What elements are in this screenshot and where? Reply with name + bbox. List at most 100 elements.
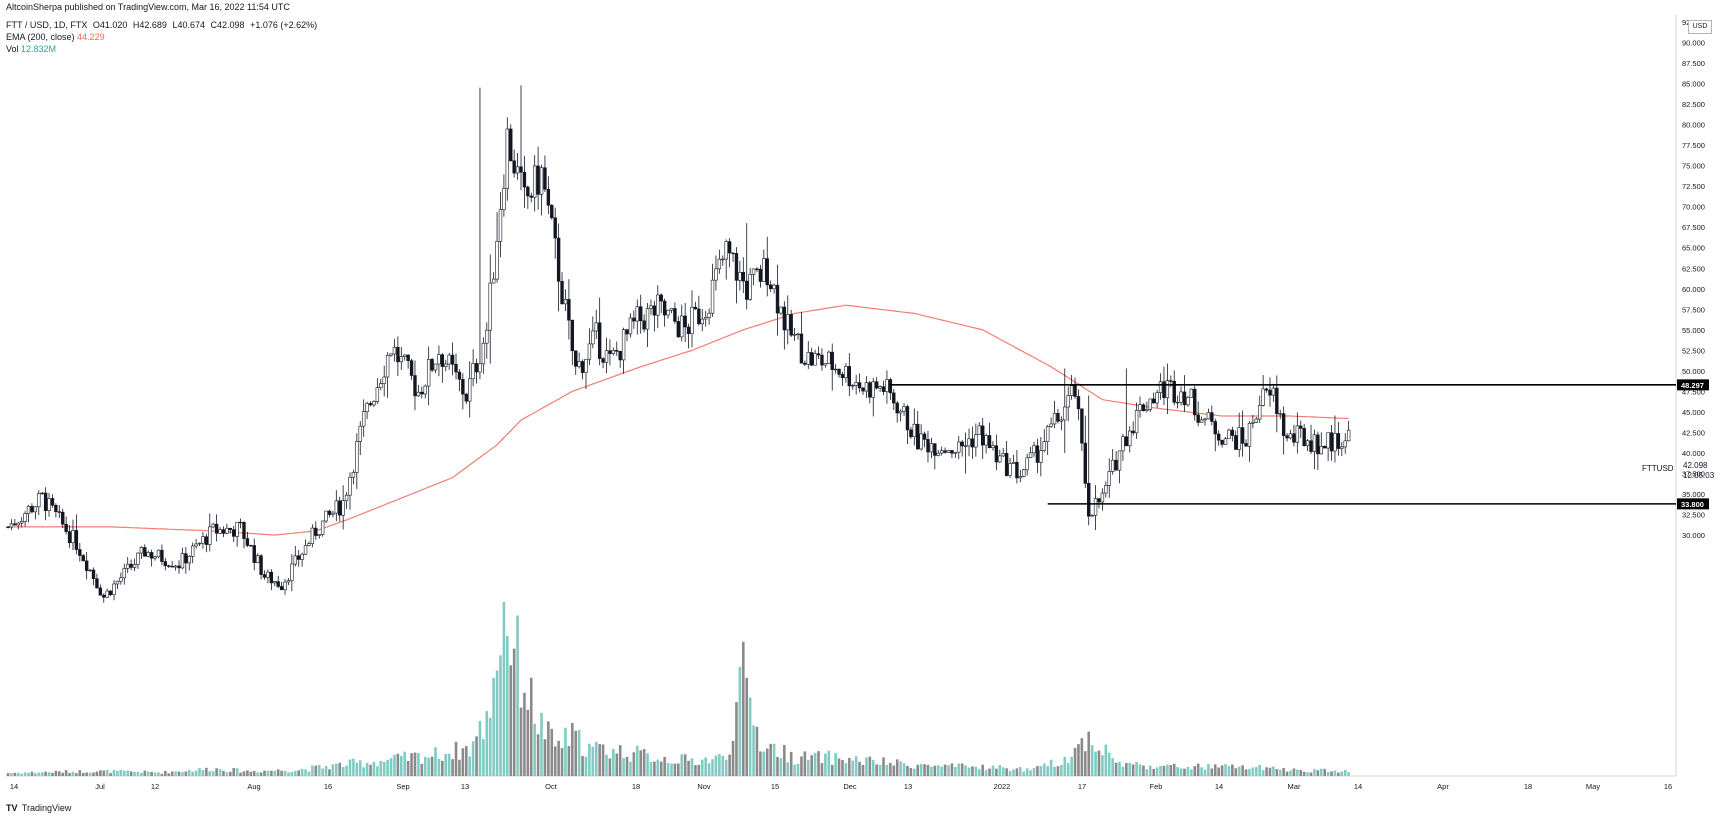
volume-bar — [800, 756, 803, 776]
candle-body — [1210, 412, 1214, 422]
candle-body — [1206, 412, 1211, 420]
volume-legend[interactable]: Vol 12.832M — [6, 44, 56, 54]
volume-bar — [748, 697, 752, 776]
ema-legend[interactable]: EMA (200, close) 44.229 — [6, 32, 105, 42]
volume-bar — [1169, 764, 1173, 776]
volume-bar — [529, 677, 533, 776]
candle-body — [560, 281, 564, 305]
candle-body — [122, 568, 126, 579]
candle-body — [580, 361, 585, 373]
candle-body — [180, 553, 185, 569]
volume-bar — [984, 770, 988, 776]
volume-bar — [136, 772, 140, 776]
candle-body — [1107, 471, 1111, 486]
volume-bar — [714, 755, 718, 776]
volume-bar — [502, 602, 506, 776]
candle-body — [1333, 433, 1337, 452]
candle-body — [1271, 387, 1276, 396]
volume-bar — [1278, 769, 1282, 776]
candle-body — [645, 308, 650, 330]
candle-body — [707, 312, 711, 318]
candle-body — [1032, 445, 1036, 454]
candle-body — [361, 411, 366, 427]
tradingview-logo[interactable]: ⁠TV TradingView — [6, 803, 71, 813]
volume-bar — [1077, 744, 1080, 776]
x-tick-label: 18 — [632, 782, 640, 791]
y-tick-label: 55.000 — [1682, 326, 1705, 335]
volume-bar — [594, 741, 598, 776]
candle-body — [478, 363, 482, 373]
candle-body — [1056, 412, 1060, 422]
y-tick-label: 85.000 — [1682, 80, 1705, 89]
candle-body — [1117, 450, 1122, 471]
volume-bar — [37, 772, 41, 776]
candle-body — [577, 361, 581, 367]
volume-bar — [328, 769, 331, 776]
currency-badge[interactable]: USD — [1688, 20, 1712, 34]
candle-body — [1069, 385, 1074, 396]
candle-body — [543, 167, 547, 190]
x-tick-label: Aug — [247, 782, 260, 791]
y-tick-label: 75.000 — [1682, 162, 1705, 171]
volume-bar — [844, 763, 848, 776]
candle-body — [1175, 401, 1180, 404]
x-tick-label: Dec — [843, 782, 857, 791]
volume-bar — [728, 754, 731, 776]
volume-bar — [632, 752, 636, 776]
candle-body — [926, 439, 930, 453]
candle-body — [854, 382, 858, 386]
candle-body — [13, 523, 17, 526]
x-tick-label: Feb — [1150, 782, 1163, 791]
candle-body — [1247, 422, 1252, 447]
volume-bar — [977, 769, 981, 776]
volume-bar — [406, 760, 410, 776]
candle-body — [112, 583, 116, 596]
volume-bar — [1125, 763, 1128, 776]
volume-bar — [34, 773, 37, 776]
candle-body — [809, 352, 814, 366]
candle-body — [426, 359, 431, 387]
volume-bar — [943, 764, 947, 776]
candle-body — [379, 383, 383, 388]
volume-bar — [10, 773, 13, 776]
volume-bar — [1138, 764, 1142, 776]
candle-body — [276, 581, 280, 587]
candle-body — [1329, 432, 1334, 452]
volume-bar — [1063, 756, 1067, 776]
volume-bar — [1066, 762, 1070, 776]
candle-body — [403, 354, 407, 358]
volume-bar — [1244, 769, 1248, 776]
volume-bar — [249, 771, 253, 776]
candle-body — [252, 545, 256, 563]
x-tick-label: 14 — [1354, 782, 1362, 791]
y-tick-label: 90.000 — [1682, 39, 1705, 48]
volume-bar — [635, 745, 639, 776]
candle-body — [615, 350, 619, 352]
candle-body — [546, 188, 551, 206]
volume-bar — [1036, 766, 1039, 776]
volume-bar — [437, 758, 441, 776]
candle-body — [57, 511, 62, 513]
candle-body — [1100, 492, 1105, 503]
candle-body — [748, 274, 752, 300]
volume-bar — [386, 759, 389, 776]
volume-bar — [1289, 770, 1292, 776]
candle-body — [132, 564, 137, 568]
volume-bar — [1248, 768, 1251, 776]
volume-bar — [776, 756, 779, 776]
candle-body — [324, 510, 328, 522]
candle-body — [1121, 436, 1125, 452]
volume-bar — [47, 772, 51, 776]
candle-body — [724, 241, 728, 260]
candle-body — [74, 530, 79, 550]
symbol-label[interactable]: FTT / USD, 1D, FTX — [6, 20, 88, 30]
candle-body — [249, 545, 253, 547]
candle-body — [799, 333, 804, 364]
volume-bar — [998, 765, 1002, 776]
volume-bar — [861, 764, 865, 776]
candle-body — [1025, 457, 1029, 471]
volume-bar — [1186, 766, 1190, 776]
volume-bar — [338, 762, 342, 776]
volume-bar — [646, 753, 649, 776]
